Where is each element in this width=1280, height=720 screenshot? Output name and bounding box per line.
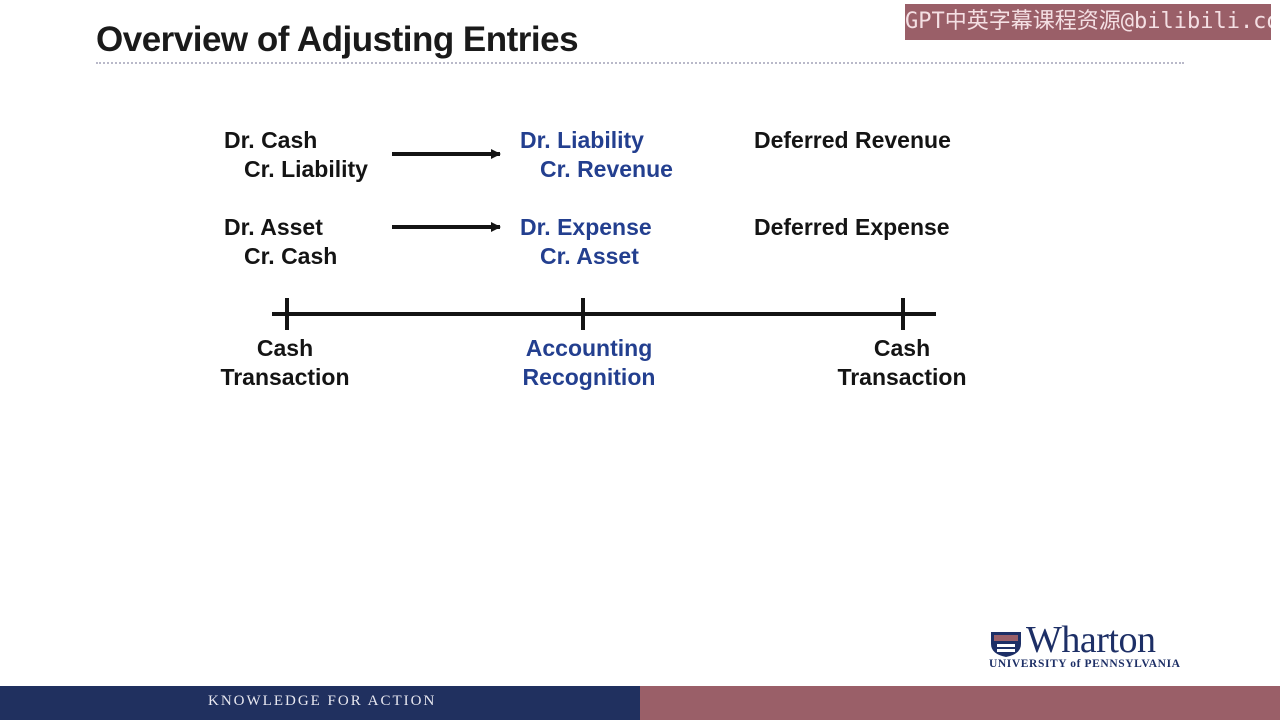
timeline-label-3-line2: Transaction	[837, 364, 967, 390]
footer-bar-navy	[0, 686, 640, 720]
timeline-label-1-line2: Transaction	[220, 364, 350, 390]
row2-label: Deferred Expense	[754, 214, 950, 240]
row2-left-debit: Dr. Asset	[224, 214, 323, 240]
row1-right-credit: Cr. Revenue	[540, 156, 673, 182]
timeline-label-2-line1: Accounting	[525, 335, 653, 361]
row1-right-debit: Dr. Liability	[520, 127, 644, 153]
footer-bar-rose	[640, 686, 1280, 720]
row2-right-debit: Dr. Expense	[520, 214, 652, 240]
wharton-shield-icon	[991, 632, 1021, 657]
wharton-logo-subtitle: UNIVERSITY of PENNSYLVANIA	[989, 658, 1181, 670]
slide-title: Overview of Adjusting Entries	[96, 20, 579, 59]
row2-right-credit: Cr. Asset	[540, 243, 639, 269]
watermark-banner: GPT中英字幕课程资源@bilibili.com	[905, 4, 1271, 40]
timeline-label-3-line1: Cash	[873, 335, 931, 361]
timeline-label-1-line1: Cash	[256, 335, 314, 361]
timeline-label-2-line2: Recognition	[522, 364, 656, 390]
row2-left-credit: Cr. Cash	[244, 243, 338, 269]
title-divider	[96, 62, 1184, 64]
row1-left-credit: Cr. Liability	[244, 156, 368, 182]
wharton-logo-name: Wharton	[1026, 619, 1156, 661]
row1-left-debit: Dr. Cash	[224, 127, 318, 153]
footer-tagline: KNOWLEDGE FOR ACTION	[208, 693, 437, 709]
row1-label: Deferred Revenue	[754, 127, 951, 153]
